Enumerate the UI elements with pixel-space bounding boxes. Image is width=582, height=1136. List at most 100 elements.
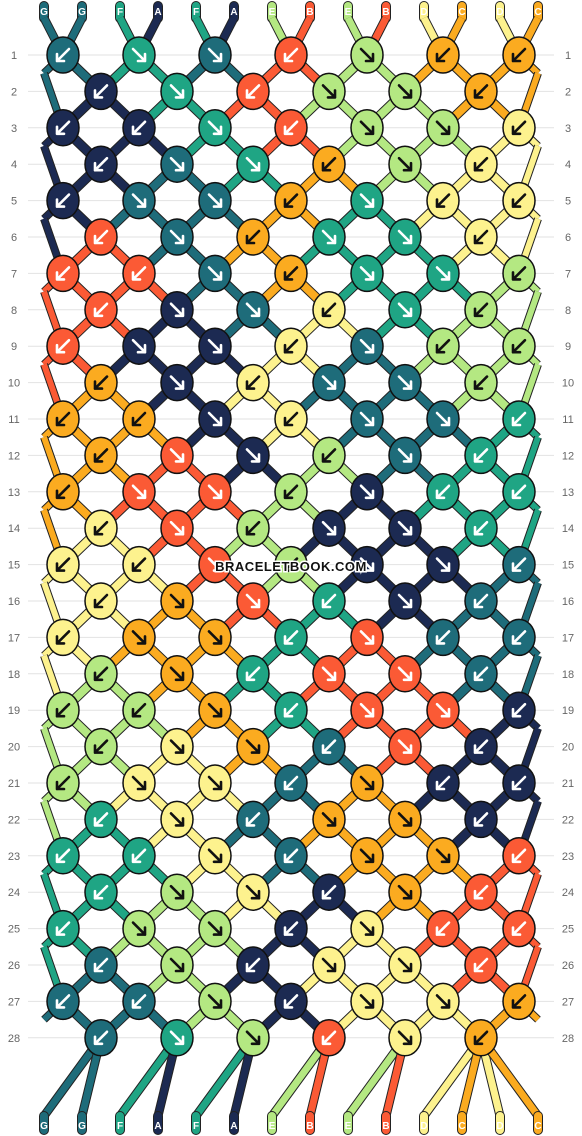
row-label-left: 16 [8,596,20,608]
knot-arrow-icon [321,375,337,390]
row-label-left: 21 [8,778,20,790]
knot-arrow-icon [473,957,489,973]
knot-arrow-icon [169,302,185,318]
knot-arrow-icon [511,484,527,500]
knot [46,254,80,293]
knot-arrow-icon [397,229,413,245]
knot-arrow-icon [473,812,489,827]
knot-arrow-icon [245,884,261,900]
knot-arrow-icon [359,411,375,427]
knot [236,436,270,475]
knot-arrow-icon [283,47,299,63]
strand-label-top: D [420,7,427,18]
knot [84,1019,118,1057]
knot-arrow-icon [245,666,261,682]
row-label-left: 19 [8,705,20,717]
knot-arrow-icon [207,557,223,572]
knot [84,291,118,329]
strand-label-top: A [154,7,161,18]
knot [198,764,232,802]
knot [198,36,232,74]
knot [84,727,118,766]
knot [274,36,308,74]
knot [274,400,308,438]
knot [84,946,118,984]
knot [122,109,156,147]
knot [122,181,156,220]
knot-arrow-icon [93,812,109,827]
knot-arrow-icon [283,411,299,427]
knot-arrow-icon [169,84,185,99]
knot [236,218,270,256]
knot [236,145,270,183]
knot [160,946,194,984]
knot-arrow-icon [473,448,489,463]
strand-label-bottom: G [40,1121,48,1132]
knot-arrow-icon [55,848,71,864]
knot-arrow-icon [511,557,527,572]
watermark-text: BRACELETBOOK.COM [215,559,367,574]
knot [274,982,308,1021]
knot [388,72,422,111]
knot-arrow-icon [397,884,413,900]
knot-arrow-icon [283,193,299,208]
knot [464,946,498,984]
knot-arrow-icon [473,1030,489,1046]
knot-arrow-icon [93,520,109,536]
row-label-left: 27 [8,996,20,1008]
knot-arrow-icon [169,739,185,754]
knot-arrow-icon [435,338,451,354]
knot-arrow-icon [245,739,261,754]
knot-arrow-icon [321,84,337,99]
knot [464,727,498,766]
row-label-left: 22 [8,814,20,826]
row-label-right: 14 [562,523,574,535]
knot [388,800,422,839]
knot-arrow-icon [93,84,109,99]
knot [236,509,270,547]
knot-arrow-icon [93,666,109,682]
row-label-right: 15 [562,560,574,572]
row-label-left: 18 [8,669,20,681]
strand-label-bottom: B [382,1121,389,1132]
knot [426,982,460,1021]
row-label-right: 9 [565,341,571,353]
row-label-left: 26 [8,960,20,972]
knot-arrow-icon [169,593,185,609]
knot-arrow-icon [245,448,261,463]
strand-label-top: C [534,7,541,18]
knot [46,400,80,438]
knot-arrow-icon [435,484,451,500]
knot-arrow-icon [245,593,261,609]
knot [236,946,270,984]
knot [160,72,194,111]
knot-arrow-icon [207,193,223,208]
knot-arrow-icon [359,338,375,354]
row-label-left: 25 [8,924,20,936]
knot-arrow-icon [511,921,527,936]
row-label-right: 6 [565,232,571,244]
knot [502,764,536,802]
strand-labels: G G F A F A E B E B D C D C G G F A F A E B E B D C D C [40,7,542,1132]
row-label-left: 9 [11,341,17,353]
row-label-left: 20 [8,742,20,754]
row-label-right: 23 [562,851,574,863]
knot-arrow-icon [55,411,71,427]
row-label-right: 26 [562,960,574,972]
knot-arrow-icon [435,411,451,427]
strand-label-top: G [78,7,86,18]
knot [312,873,346,911]
knot [46,109,80,147]
knot-arrow-icon [207,484,223,500]
row-label-right: 8 [565,305,571,317]
knot [388,436,422,475]
knot-arrow-icon [359,47,375,63]
knot [84,363,118,402]
knot [464,509,498,547]
knot [502,181,536,220]
knot-arrow-icon [169,957,185,973]
knot [388,509,422,547]
knot-arrow-icon [169,448,185,463]
row-label-left: 23 [8,851,20,863]
